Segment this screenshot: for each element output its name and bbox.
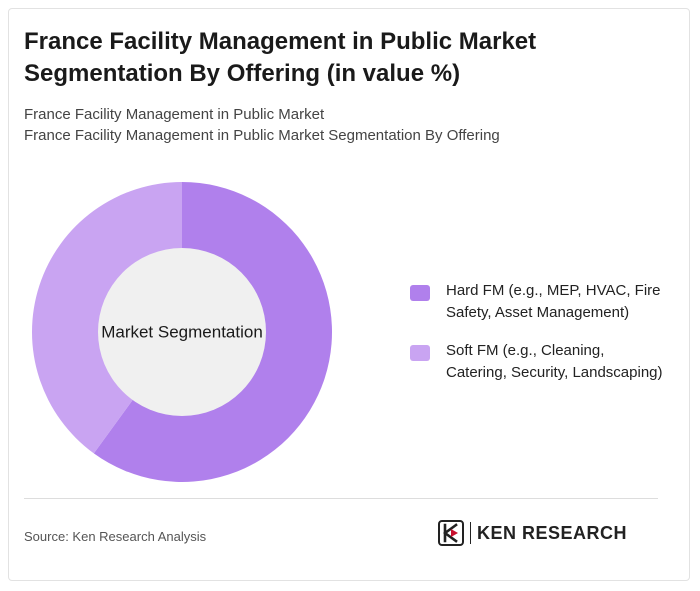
chart-subtitle-line-1: France Facility Management in Public Mar… xyxy=(24,106,325,123)
chart-title: France Facility Management in Public Mar… xyxy=(24,26,644,90)
legend-label-soft-fm-line-2: Catering, Security, Landscaping) xyxy=(446,364,663,381)
chart-title-line-1: France Facility Management in Public Mar… xyxy=(24,28,537,55)
footer-divider xyxy=(24,498,658,499)
legend-label-soft-fm-line-1: Soft FM (e.g., Cleaning, xyxy=(446,342,605,359)
ken-research-logo-icon xyxy=(438,520,464,546)
source-note: Source: Ken Research Analysis xyxy=(24,529,207,544)
donut-center xyxy=(98,248,266,416)
logo-separator xyxy=(470,522,471,544)
brand-logo: KEN RESEARCH xyxy=(438,520,627,546)
chart-legend: Hard FM (e.g., MEP, HVAC, Fire Safety, A… xyxy=(410,280,680,400)
legend-item-soft-fm[interactable]: Soft FM (e.g., Cleaning, Catering, Secur… xyxy=(410,340,680,384)
legend-swatch-hard-fm xyxy=(410,285,430,301)
legend-label-hard-fm-line-2: Safety, Asset Management) xyxy=(446,304,630,321)
donut-center-label: Market Segmentation xyxy=(101,322,263,341)
chart-title-line-2: Segmentation By Offering (in value %) xyxy=(24,60,461,87)
legend-item-hard-fm[interactable]: Hard FM (e.g., MEP, HVAC, Fire Safety, A… xyxy=(410,280,680,324)
donut-chart: Market Segmentation xyxy=(31,182,333,482)
brand-name: KEN RESEARCH xyxy=(477,522,628,543)
chart-subtitle: France Facility Management in Public Mar… xyxy=(24,104,664,146)
chart-subtitle-line-2: France Facility Management in Public Mar… xyxy=(24,127,500,144)
legend-swatch-soft-fm xyxy=(410,345,430,361)
legend-label-hard-fm-line-1: Hard FM (e.g., MEP, HVAC, Fire xyxy=(446,282,661,299)
